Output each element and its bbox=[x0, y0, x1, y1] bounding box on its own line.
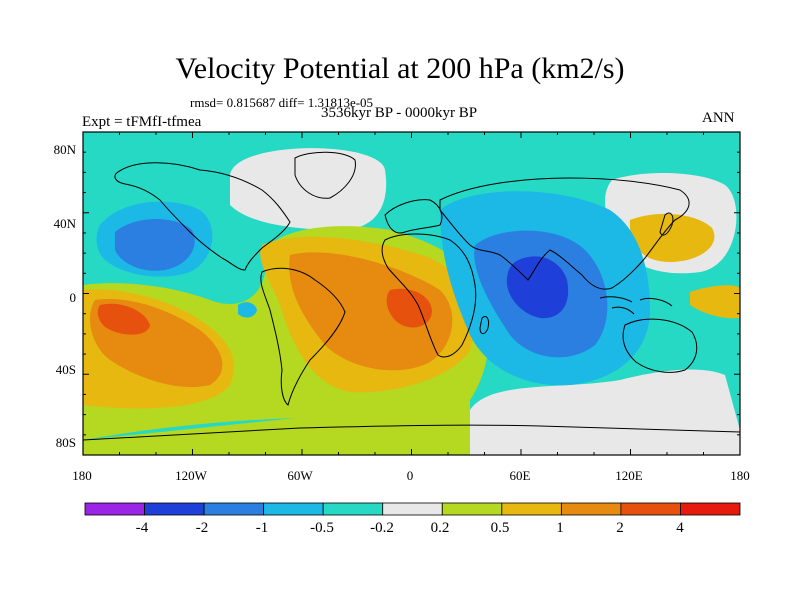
coast-europe bbox=[384, 199, 443, 234]
lat-label-40s: 40S bbox=[55, 362, 76, 377]
colorbar-swatch bbox=[560, 502, 622, 516]
colorbar-label: 0.5 bbox=[490, 520, 510, 536]
lon-label-120w: 120W bbox=[175, 468, 207, 483]
coast-japan bbox=[659, 212, 674, 236]
lon-label-120e: 120E bbox=[615, 468, 643, 483]
coast-indonesia bbox=[599, 296, 673, 315]
lon-label-60w: 60W bbox=[287, 468, 313, 483]
contour-positive-south bbox=[83, 400, 470, 455]
map-field bbox=[83, 132, 740, 455]
contour-indian-neg-2-4 bbox=[506, 256, 569, 319]
colorbar-label: 0.2 bbox=[430, 520, 450, 536]
period-subtitle: 3536kyr BP - 0000kyr BP bbox=[321, 105, 478, 121]
lat-label-80n: 80N bbox=[53, 142, 76, 157]
colorbar-label: 1 bbox=[556, 520, 564, 536]
colorbar-swatch bbox=[441, 502, 503, 516]
colorbar-label: -0.2 bbox=[370, 520, 394, 536]
colorbar-swatch bbox=[322, 502, 384, 516]
colorbar-swatch bbox=[620, 502, 681, 516]
contour-southern-ocean bbox=[470, 369, 740, 455]
lat-label-eq: 0 bbox=[69, 290, 77, 305]
season-label: ANN bbox=[702, 110, 735, 126]
lon-label-0: 0 bbox=[406, 468, 414, 483]
colorbar-label: -1 bbox=[255, 520, 269, 536]
coast-north-america bbox=[114, 162, 291, 271]
lon-label-180e: 180 bbox=[730, 468, 750, 483]
colorbar-swatch bbox=[263, 502, 324, 516]
colorbar-label: 2 bbox=[616, 520, 624, 536]
colorbar-label: 4 bbox=[676, 520, 684, 536]
contour-namerica-neg-1-2 bbox=[115, 218, 195, 271]
colorbar-label: -4 bbox=[135, 520, 149, 536]
colorbar bbox=[84, 502, 741, 516]
coast-asia bbox=[439, 177, 690, 290]
experiment-label: Expt = tFMfI-tfmea bbox=[82, 114, 202, 130]
lat-label-80s: 80S bbox=[55, 435, 76, 450]
contour-brazil-2-4 bbox=[386, 288, 432, 328]
colorbar-label: -0.5 bbox=[310, 520, 334, 536]
colorbar-label: -2 bbox=[195, 520, 209, 536]
colorbar-swatch bbox=[382, 502, 443, 516]
coast-south-america bbox=[260, 267, 346, 406]
lat-label-40n: 40N bbox=[53, 216, 76, 231]
stats-subtitle: rmsd= 0.815687 diff= 1.31813e-05 bbox=[190, 95, 374, 110]
coast-madagascar bbox=[479, 315, 489, 335]
contour-eastpac-neg bbox=[238, 302, 257, 318]
lon-label-180w: 180 bbox=[72, 468, 92, 483]
colorbar-swatch bbox=[501, 502, 562, 516]
coast-australia bbox=[622, 318, 698, 373]
colorbar-swatch bbox=[144, 502, 205, 516]
contour-west-pacific-05-1 bbox=[690, 285, 740, 319]
coast-africa bbox=[381, 233, 477, 358]
colorbar-swatch bbox=[203, 502, 265, 516]
lon-label-60e: 60E bbox=[509, 468, 531, 483]
coast-antarctica bbox=[83, 424, 740, 441]
colorbar-swatch bbox=[84, 502, 145, 516]
contour-north-atlantic bbox=[230, 148, 387, 230]
contour-pacific-2-4 bbox=[97, 303, 150, 335]
coast-greenland bbox=[294, 151, 356, 199]
axis-ticks bbox=[82, 131, 741, 456]
contour-atlantic-1-2 bbox=[289, 252, 453, 371]
coastlines bbox=[83, 151, 740, 441]
chart-title: Velocity Potential at 200 hPa (km2/s) bbox=[175, 52, 625, 85]
colorbar-swatch bbox=[680, 502, 741, 516]
